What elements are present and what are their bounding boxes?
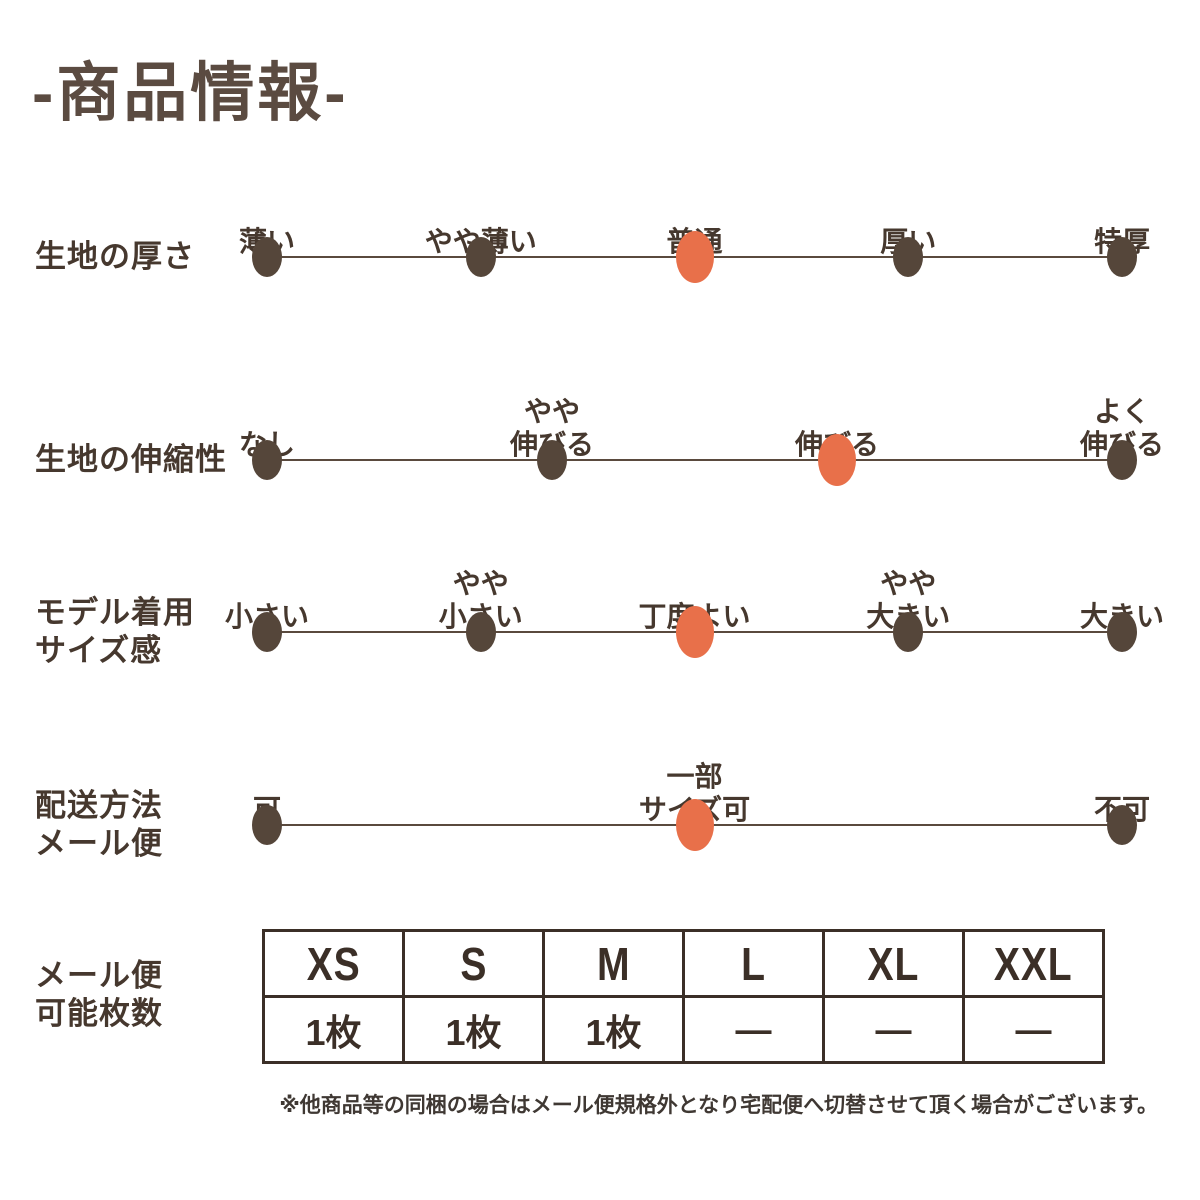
scale-option-label-line: やや [880, 567, 937, 599]
scale-row-title: 配送方法 メール便 [35, 787, 163, 863]
size-column-header: XXL [962, 929, 1105, 998]
scale-row-title-line: モデル着用 [35, 595, 195, 631]
scale-row-2: 生地の伸縮性なしやや伸びる伸びるよく伸びる [0, 348, 1200, 508]
capacity-cell: 1枚 [542, 995, 685, 1064]
scale-option-label-line: 一部 [666, 760, 723, 792]
scale-track: 可一部サイズ可不可 [252, 713, 1150, 873]
capacity-cell: — [822, 995, 965, 1064]
capacity-table-header-row: XS S M L XL XXL [262, 929, 1105, 998]
scale-option-label-line: やや [452, 567, 509, 599]
scale-option-label-line: よく [1093, 395, 1151, 427]
scale-dot [1107, 805, 1137, 845]
scale-row-title: 生地の厚さ [35, 238, 195, 276]
scale-dot [1107, 440, 1137, 480]
size-column-header-text: XL [867, 937, 920, 990]
size-column-header: XS [262, 929, 405, 998]
scale-dot [893, 237, 924, 277]
scale-dot [536, 440, 567, 480]
scale-dot [252, 805, 282, 845]
size-column-header: XL [822, 929, 965, 998]
size-column-header-text: L [741, 937, 766, 990]
scale-dot [1107, 612, 1137, 652]
capacity-cell: 1枚 [402, 995, 545, 1064]
capacity-table-label-line: メール便 [35, 958, 163, 994]
size-column-header-text: XXL [994, 937, 1073, 990]
scale-row-title-line: 生地の厚さ [35, 239, 195, 275]
scale-row-title: モデル着用 サイズ感 [35, 594, 195, 670]
scale-line [267, 459, 1122, 461]
capacity-table-label: メール便 可能枚数 [35, 957, 163, 1033]
size-column-header-text: XS [306, 937, 361, 990]
scale-track: 薄いやや薄い普通厚い特厚 [239, 145, 1150, 305]
scale-row-title-line: メール便 [35, 826, 163, 861]
scale-dot-selected [675, 606, 714, 658]
scale-dot-selected [675, 231, 714, 283]
footnote: ※他商品等の同梱の場合はメール便規格外となり宅配便へ切替させて頂く場合がございま… [279, 1094, 1158, 1117]
scale-row-title-line: 生地の伸縮性 [35, 442, 227, 478]
scale-option-label: よく伸びる [1080, 395, 1164, 461]
capacity-table-value-row: 1枚 1枚 1枚 — — — [262, 995, 1105, 1064]
scale-track: 小さいやや小さい丁度よいやや大きい大きい [225, 520, 1164, 680]
scale-dot [465, 237, 496, 277]
page-title: -商品情報- [32, 57, 349, 129]
scale-row-title-line: 配送方法 [35, 788, 163, 824]
scale-row-title-line: サイズ感 [35, 633, 163, 668]
size-column-header: L [682, 929, 825, 998]
size-column-header-text: S [460, 937, 487, 990]
capacity-cell: — [962, 995, 1105, 1064]
capacity-table-label-line: 可能枚数 [35, 996, 163, 1031]
mail-capacity-table: XS S M L XL XXL 1枚 1枚 1枚 — — — [262, 929, 1105, 1064]
scale-row-title: 生地の伸縮性 [35, 441, 227, 479]
scale-row-1: 生地の厚さ 薄いやや薄い普通厚い特厚 [0, 145, 1200, 305]
scale-dot [1107, 237, 1137, 277]
scale-dot [252, 612, 282, 652]
scale-dot [893, 612, 924, 652]
size-column-header: M [542, 929, 685, 998]
scale-dot [252, 440, 282, 480]
capacity-cell: — [682, 995, 825, 1064]
capacity-cell: 1枚 [262, 995, 405, 1064]
scale-dot [252, 237, 282, 277]
scale-track: なしやや伸びる伸びるよく伸びる [239, 348, 1164, 508]
scale-dot [465, 612, 496, 652]
scale-dot-selected [675, 799, 714, 851]
scale-row-3: モデル着用サイズ感小さいやや小さい丁度よいやや大きい大きい [0, 520, 1200, 680]
scale-dot-selected [817, 434, 856, 486]
scale-option-label-line: やや [523, 395, 580, 427]
size-column-header: S [402, 929, 545, 998]
size-column-header-text: M [596, 937, 631, 990]
scale-option-label: やや大きい [866, 567, 950, 633]
